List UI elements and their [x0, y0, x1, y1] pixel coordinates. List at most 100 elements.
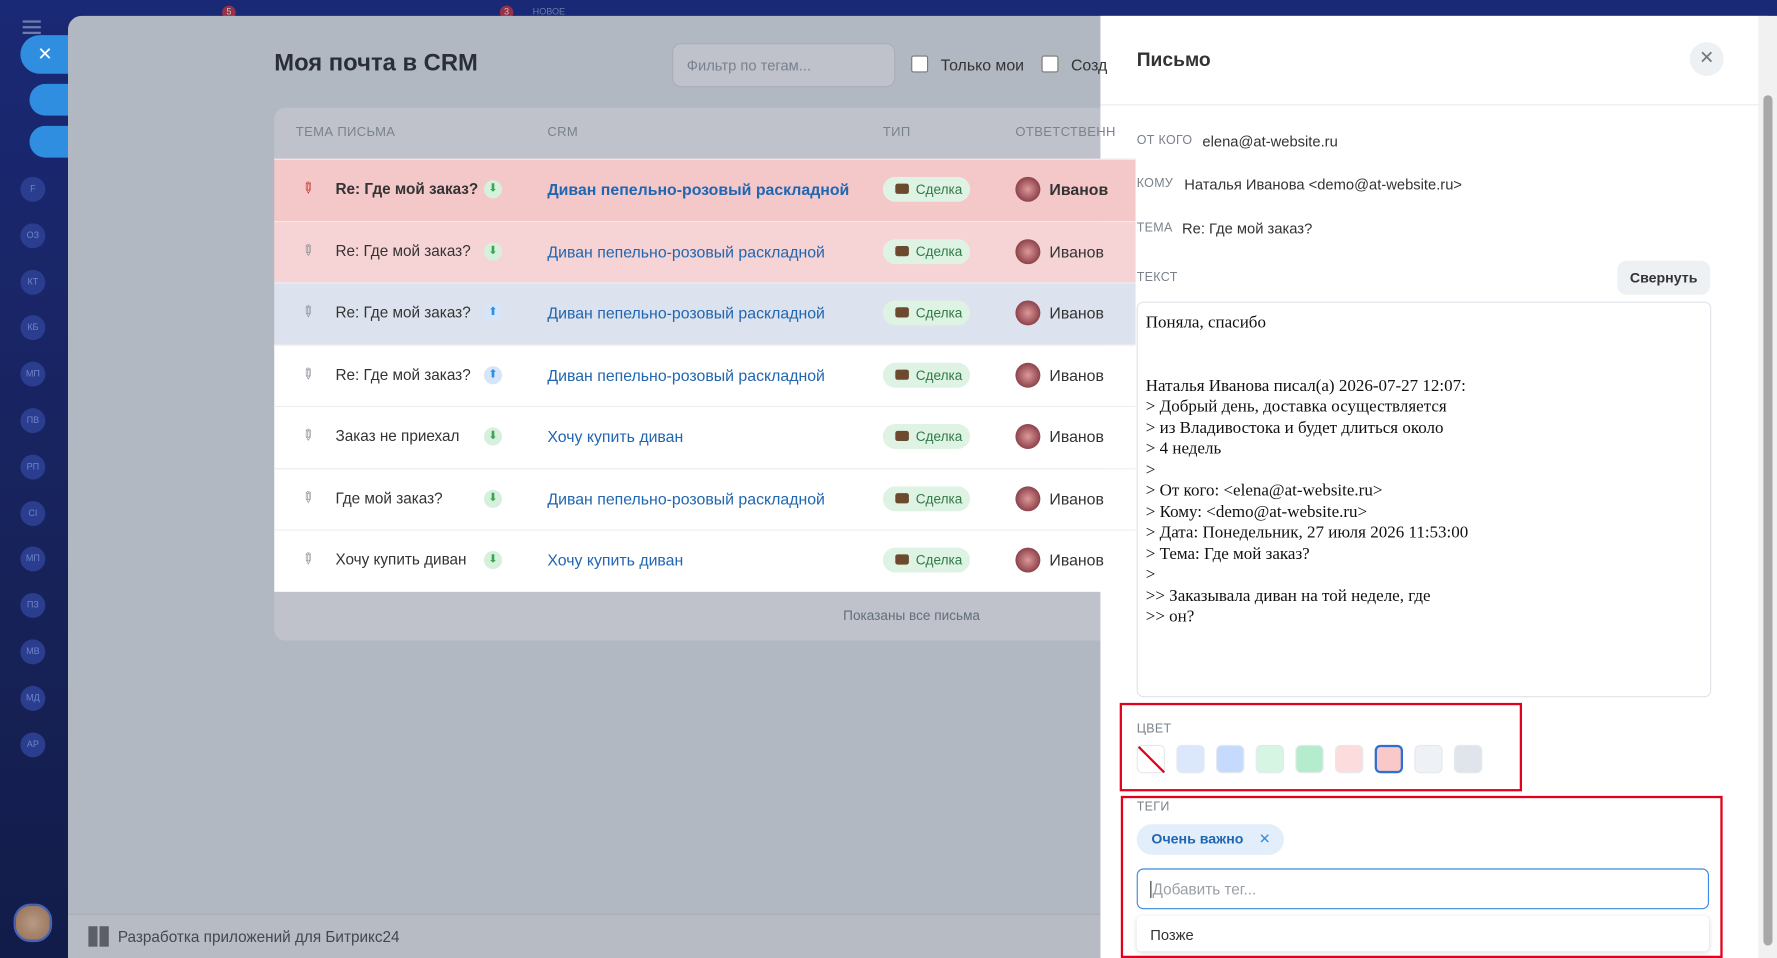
crm-link[interactable]: Диван пепельно-розовый раскладной — [547, 242, 825, 261]
body-text: Поняла, спасибо Наталья Иванова писал(а)… — [1145, 314, 1469, 626]
table-row[interactable] — [274, 158, 1136, 222]
responsible[interactable]: Иванов — [1049, 427, 1104, 446]
tag-remove[interactable]: ✕ — [1258, 831, 1271, 847]
user-avatar[interactable] — [13, 903, 53, 943]
subject: Заказ не приехал — [335, 427, 460, 445]
responsible[interactable]: Иванов — [1049, 550, 1104, 570]
close-button[interactable]: ✕ — [1689, 41, 1724, 76]
separator — [1100, 104, 1759, 106]
direction-icon: ⬆ — [483, 365, 503, 384]
column-header: ОТВЕТСТВЕНН — [1015, 125, 1116, 140]
color-swatch[interactable] — [1335, 744, 1364, 774]
deal-icon — [895, 492, 909, 503]
page-title: Моя почта в CRM — [274, 49, 478, 76]
type-label: Сделка — [915, 428, 963, 445]
color-swatch[interactable] — [1136, 744, 1166, 774]
color-swatch[interactable] — [1295, 744, 1324, 774]
checkbox[interactable] — [1041, 55, 1059, 73]
type-pill: Сделка — [882, 176, 971, 202]
deal-icon — [895, 307, 909, 318]
table-row[interactable] — [274, 344, 1136, 407]
table-row[interactable] — [274, 467, 1136, 531]
sidebar-item[interactable]: F — [20, 176, 46, 202]
column-header: ТИП — [882, 125, 911, 140]
sidebar-item[interactable]: АР — [20, 731, 46, 757]
tag-input[interactable]: Добавить тег... — [1136, 868, 1710, 910]
subject: Re: Где мой заказ? — [335, 303, 471, 321]
avatar — [1015, 300, 1041, 326]
avatar — [1015, 176, 1041, 202]
type-label: Сделка — [915, 304, 963, 321]
table-row[interactable] — [274, 220, 1136, 283]
crm-link[interactable]: Хочу купить диван — [547, 550, 684, 570]
table-row[interactable] — [274, 282, 1136, 345]
sidebar-item[interactable]: КБ — [20, 315, 46, 341]
crm-link[interactable]: Диван пепельно-розовый раскладной — [547, 365, 825, 384]
color-swatch[interactable] — [1255, 744, 1285, 774]
avatar — [1015, 424, 1041, 449]
color-swatch[interactable] — [1216, 744, 1245, 774]
table-row[interactable] — [274, 529, 1136, 592]
color-swatch[interactable] — [1454, 744, 1483, 774]
sidebar-item[interactable]: МП — [20, 546, 46, 572]
type-label: Сделка — [915, 181, 963, 198]
subject: Хочу купить диван — [335, 550, 467, 568]
responsible[interactable]: Иванов — [1049, 365, 1104, 384]
text-label: ТЕКСТ — [1136, 270, 1178, 285]
panel-title: Письмо — [1136, 48, 1211, 71]
field-value: Наталья Иванова <demo@at-website.ru> — [1184, 175, 1462, 193]
tag-filter[interactable]: Фильтр по тегам... — [672, 43, 896, 88]
sidebar-item[interactable]: МВ — [20, 639, 46, 665]
deal-icon — [895, 554, 909, 565]
field-label: ТЕМА — [1136, 221, 1173, 235]
type-pill: Сделка — [882, 300, 971, 326]
avatar — [1015, 238, 1041, 264]
checkbox-label: Только мои — [940, 55, 1025, 74]
collapse-button[interactable]: Свернуть — [1617, 260, 1711, 295]
no-color-line — [1137, 745, 1166, 774]
type-label: Сделка — [915, 243, 963, 260]
sidebar-item[interactable]: СI — [20, 500, 46, 526]
sidebar-item[interactable]: ПЗ — [20, 593, 46, 619]
color-swatch[interactable] — [1176, 744, 1205, 774]
direction-icon: ⬇ — [483, 242, 503, 261]
menu-icon[interactable] — [22, 20, 41, 23]
type-label: Сделка — [915, 366, 963, 383]
crm-link[interactable]: Диван пепельно-розовый раскладной — [547, 303, 825, 322]
responsible[interactable]: Иванов — [1049, 303, 1104, 322]
bottom-bar-label: Разработка приложений для Битрикс24 — [117, 928, 400, 946]
color-swatch[interactable] — [1374, 744, 1404, 774]
mail-panel — [1100, 15, 1759, 958]
sidebar-item[interactable]: ПВ — [20, 408, 46, 434]
app-icon — [88, 926, 109, 947]
type-pill: Сделка — [882, 238, 971, 264]
sidebar-item[interactable]: РП — [20, 454, 46, 480]
text-body[interactable]: Поняла, спасибо Наталья Иванова писал(а)… — [1136, 301, 1712, 698]
color-swatch[interactable] — [1414, 744, 1443, 774]
responsible[interactable]: Иванов — [1049, 180, 1109, 199]
checkbox-label: Созд — [1070, 55, 1108, 74]
bottom-bar — [67, 913, 1101, 958]
table-row[interactable] — [274, 405, 1136, 469]
sidebar-item[interactable]: МП — [20, 361, 46, 387]
crm-link[interactable]: Хочу купить диван — [547, 427, 684, 446]
tag[interactable]: Очень важно ✕ — [1136, 824, 1285, 855]
tag-suggestion[interactable]: Позже — [1136, 916, 1710, 952]
responsible[interactable]: Иванов — [1049, 489, 1104, 508]
responsible[interactable]: Иванов — [1049, 242, 1104, 261]
crm-link[interactable]: Диван пепельно-розовый раскладной — [547, 489, 825, 508]
avatar — [1015, 547, 1041, 573]
open-new-window[interactable] — [29, 125, 68, 158]
field-value: Re: Где мой заказ? — [1182, 219, 1313, 237]
suggestion-text: Позже — [1150, 926, 1194, 944]
color-label: ЦВЕТ — [1136, 722, 1172, 736]
copy-link[interactable] — [29, 83, 68, 116]
crm-link[interactable]: Диван пепельно-розовый раскладной — [547, 180, 850, 199]
checkbox[interactable] — [911, 55, 929, 73]
sidebar-item[interactable]: МД — [20, 685, 46, 711]
type-label: Сделка — [915, 552, 963, 568]
sidebar-item[interactable]: ОЗ — [20, 223, 46, 249]
avatar — [1015, 485, 1041, 511]
close-slider[interactable]: ✕ — [20, 35, 68, 74]
sidebar-item[interactable]: КТ — [20, 269, 46, 295]
